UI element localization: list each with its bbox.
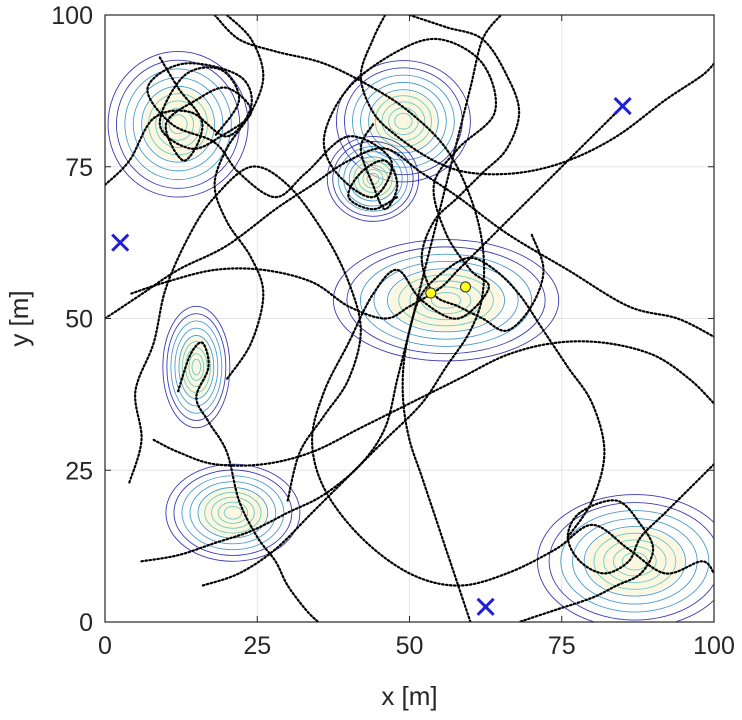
- x-marker-stroke: [613, 96, 632, 116]
- x-marker: [613, 96, 632, 116]
- circle-marker: [460, 281, 472, 293]
- circle-marker: [425, 287, 437, 299]
- trajectory-line: [213, 15, 265, 381]
- contour-line: [174, 327, 219, 407]
- x-tick-label: 0: [98, 632, 112, 660]
- trajectory-line: [140, 15, 502, 563]
- trajectory-line: [128, 105, 624, 320]
- contour-line: [548, 502, 714, 621]
- contour-line: [168, 114, 188, 135]
- contour-line: [536, 494, 714, 622]
- contour-line: [181, 341, 211, 394]
- series-x-markers: [111, 96, 632, 616]
- contour-line: [211, 496, 255, 529]
- contour-line: [166, 313, 227, 421]
- contour-core: [586, 527, 684, 595]
- contour-line: [359, 253, 533, 347]
- x-tick-label: 50: [396, 632, 424, 660]
- contour-line: [360, 81, 447, 161]
- contour-line: [560, 510, 710, 613]
- contour-line: [346, 246, 546, 355]
- contour-line: [430, 291, 462, 309]
- trajectory-line: [177, 341, 320, 622]
- contour-field: [165, 463, 301, 562]
- trajectory-line: [347, 123, 399, 211]
- x-tick-label: 100: [693, 632, 735, 660]
- contour-line: [124, 68, 232, 181]
- plot-content: [105, 15, 714, 622]
- contour-line: [398, 274, 494, 327]
- contour-line: [191, 358, 202, 376]
- contour-line: [326, 135, 420, 222]
- x-marker: [111, 233, 130, 252]
- contour-field: [536, 494, 714, 622]
- contour-line: [603, 539, 667, 584]
- y-tick-label: 0: [79, 609, 93, 637]
- contour-line: [343, 151, 403, 207]
- contour-core: [179, 336, 214, 398]
- trajectory-line: [105, 147, 714, 338]
- x-marker: [476, 597, 495, 616]
- contour-line: [362, 169, 384, 189]
- x-axis-label: x [m]: [381, 681, 437, 711]
- contour-line: [373, 260, 519, 340]
- ticks: 0 25 50 75 100 0 25 50 75 100: [51, 2, 735, 660]
- y-tick-label: 75: [65, 154, 93, 182]
- contour-line: [337, 146, 409, 212]
- contour-line: [204, 491, 262, 534]
- contour-line: [335, 60, 471, 183]
- y-axis-label: y [m]: [4, 290, 34, 346]
- contour-line: [217, 501, 249, 524]
- contour-line: [381, 101, 426, 142]
- trajectory-line: [201, 15, 486, 587]
- contour-line: [368, 89, 439, 154]
- trajectory-line: [518, 463, 714, 622]
- trajectories: [105, 15, 714, 622]
- trajectory-line: [128, 165, 362, 502]
- trajectory-line: [408, 15, 545, 332]
- y-tick-label: 100: [51, 2, 93, 30]
- x-tick-label: 75: [548, 632, 576, 660]
- contour-line: [181, 475, 285, 551]
- x-tick-label: 25: [243, 632, 271, 660]
- contour-line: [162, 107, 194, 141]
- contour-line: [352, 74, 455, 168]
- series-circle-markers: [425, 281, 472, 299]
- trajectory-line: [359, 15, 714, 176]
- contour-line: [107, 50, 249, 198]
- x-marker-stroke: [476, 597, 495, 616]
- contour-line: [357, 164, 389, 193]
- trajectory-line: [105, 37, 714, 587]
- trajectory-line: [401, 256, 606, 622]
- contour-line: [612, 546, 657, 577]
- contour-line: [162, 305, 231, 429]
- y-tick-label: 25: [65, 457, 93, 485]
- contour-line: [173, 469, 293, 556]
- contour-core: [350, 157, 396, 201]
- contour-field: [162, 305, 231, 429]
- contour-line: [155, 100, 201, 149]
- contour-line: [132, 77, 224, 172]
- contour-line: [189, 481, 277, 545]
- contour-line: [188, 353, 205, 381]
- contour-line: [332, 239, 560, 362]
- contour-line: [165, 463, 301, 562]
- contour-line: [394, 112, 413, 130]
- contour-line: [170, 320, 223, 414]
- contour-line: [593, 532, 677, 590]
- plot-area: 0 25 50 75 100 0 25 50 75 100: [51, 2, 735, 660]
- x-marker-stroke: [111, 233, 130, 252]
- contour-line: [197, 487, 269, 539]
- contour-core: [143, 87, 214, 161]
- contour-core: [199, 488, 267, 538]
- contour-line: [583, 526, 686, 597]
- contour-line: [332, 141, 414, 217]
- contour-field: [326, 135, 420, 222]
- contour-line: [223, 505, 243, 520]
- y-tick-label: 50: [65, 306, 93, 334]
- trajectory-line: [152, 340, 714, 467]
- contour-core: [369, 90, 437, 152]
